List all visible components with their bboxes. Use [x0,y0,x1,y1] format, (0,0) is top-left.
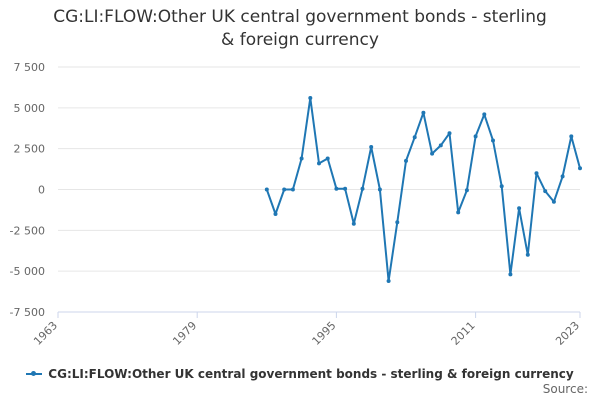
x-tick-label: 1963 [31,319,60,348]
source-label: Source: [542,382,588,396]
data-point[interactable] [430,151,435,156]
data-point[interactable] [412,135,417,140]
x-tick-label: 1979 [170,319,199,348]
data-point[interactable] [551,199,556,204]
data-point[interactable] [491,138,495,143]
y-tick-label: 0 [38,184,45,197]
data-point[interactable] [334,186,339,191]
data-point[interactable] [525,252,530,257]
x-tick-label: 2023 [553,319,582,348]
data-point[interactable] [273,212,278,216]
y-tick-label: -5 000 [10,265,45,278]
data-point[interactable] [386,279,391,283]
data-point[interactable] [499,184,504,189]
legend-label: CG:LI:FLOW:Other UK central government b… [48,367,574,381]
data-point[interactable] [482,112,487,117]
data-point[interactable] [534,171,539,176]
y-tick-label: 7 500 [14,61,46,74]
data-point[interactable] [438,143,443,148]
data-point[interactable] [369,145,374,149]
data-point[interactable] [560,174,565,179]
data-point[interactable] [308,96,313,100]
data-point[interactable] [508,272,513,277]
y-tick-label: -2 500 [10,224,45,237]
data-point[interactable] [317,161,321,166]
y-axis-ticks: 7 500 5 000 2 500 0 -2 500 -5 000 -7 500 [10,61,45,319]
data-point[interactable] [421,110,426,115]
data-point[interactable] [569,134,574,139]
data-point[interactable] [282,187,287,192]
y-tick-label: 2 500 [14,143,46,156]
data-point[interactable] [299,156,304,161]
y-tick-label: 5 000 [14,102,46,115]
data-point[interactable] [325,156,330,161]
data-point[interactable] [264,187,269,192]
x-tick-label: 1995 [310,319,339,348]
data-point[interactable] [543,189,548,194]
legend[interactable]: CG:LI:FLOW:Other UK central government b… [0,364,600,381]
data-point[interactable] [404,158,408,163]
chart-title: CG:LI:FLOW:Other UK central government b… [0,6,600,52]
data-point[interactable] [360,186,365,191]
data-point[interactable] [517,206,522,211]
data-point[interactable] [395,220,400,225]
chart-title-line-1: CG:LI:FLOW:Other UK central government b… [53,7,547,27]
data-point[interactable] [447,131,452,136]
data-point[interactable] [351,221,356,226]
data-point[interactable] [464,188,469,193]
data-point[interactable] [473,134,478,139]
legend-line-marker-icon [26,371,43,376]
data-point[interactable] [290,187,295,192]
x-axis-ticks: 1963 1979 1995 2011 2023 [31,311,582,348]
series-group [264,96,582,283]
legend-item[interactable]: CG:LI:FLOW:Other UK central government b… [26,367,574,381]
chart-title-line-2: & foreign currency [221,30,379,50]
data-point[interactable] [343,186,348,191]
x-tick-label: 2011 [449,319,478,348]
y-tick-label: -7 500 [10,306,45,319]
data-point[interactable] [456,210,461,215]
data-point[interactable] [377,187,382,192]
data-point[interactable] [578,166,582,171]
